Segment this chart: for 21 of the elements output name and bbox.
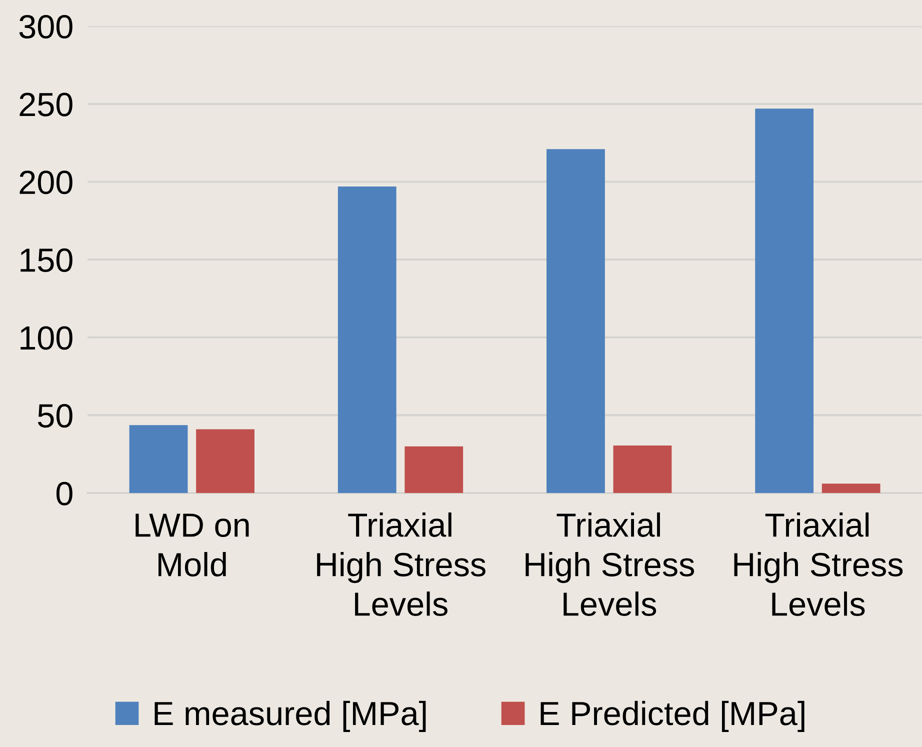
bar (338, 186, 396, 494)
legend-label: E measured [MPa] (154, 700, 426, 732)
bar (196, 429, 254, 494)
y-tick-label: 150 (20, 248, 72, 272)
y-tick-label: 50 (38, 404, 72, 428)
x-tick-label: LWD on Mold (136, 514, 249, 576)
bar (822, 484, 880, 494)
bar (755, 108, 814, 494)
y-tick-label: 200 (20, 170, 72, 194)
y-tick-label: 300 (19, 14, 72, 39)
bar (546, 149, 605, 494)
x-tick-label: Triaxial High Stress Levels (734, 512, 903, 616)
x-tick-label: Triaxial High Stress Levels (526, 512, 694, 616)
y-tick-label: 250 (20, 92, 72, 116)
bar (613, 446, 672, 494)
y-tick-label: 0 (56, 482, 72, 506)
y-tick-label: 100 (20, 326, 72, 350)
x-tick-label: Triaxial High Stress Levels (317, 512, 486, 616)
legend-label: E Predicted [MPa] (540, 700, 804, 732)
bar (129, 425, 188, 494)
bar (404, 446, 464, 494)
